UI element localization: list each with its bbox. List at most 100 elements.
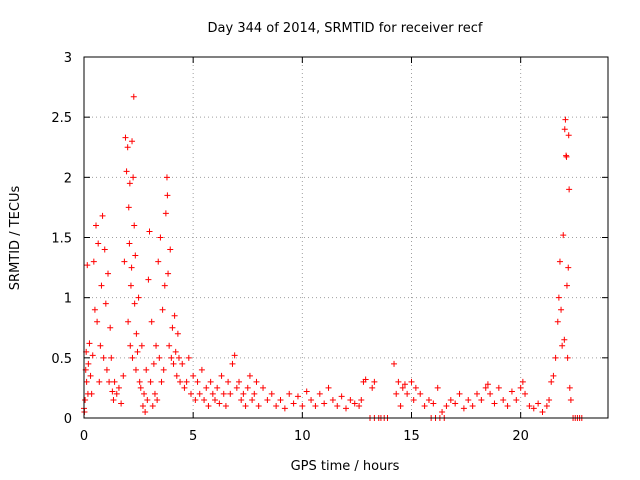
x-tick-label: 15: [403, 429, 420, 444]
data-point: [358, 396, 365, 403]
data-point: [240, 390, 247, 397]
data-point: [89, 352, 96, 359]
data-point: [147, 378, 154, 385]
data-point: [526, 402, 533, 409]
y-tick-label: 2: [64, 171, 72, 186]
data-point: [561, 126, 568, 133]
data-point: [356, 402, 363, 409]
data-point: [562, 116, 569, 123]
axis-ticks: 0 0.5 1 1.5 2 2.5 3 0 5 10 15 20: [51, 51, 608, 444]
data-point: [351, 400, 358, 407]
data-point: [194, 378, 201, 385]
data-point: [109, 388, 116, 395]
data-point: [134, 348, 141, 355]
data-point: [504, 402, 511, 409]
data-point: [329, 396, 336, 403]
data-point: [399, 384, 406, 391]
data-point: [303, 388, 310, 395]
data-point: [517, 384, 524, 391]
data-points: [81, 93, 585, 421]
data-point: [133, 330, 140, 337]
y-tick-label: 3: [64, 51, 72, 66]
data-point: [334, 402, 341, 409]
data-point: [168, 354, 175, 361]
data-point: [207, 378, 214, 385]
data-point: [281, 405, 288, 412]
data-point: [203, 384, 210, 391]
data-point: [157, 234, 164, 241]
data-point: [412, 384, 419, 391]
data-point: [218, 372, 225, 379]
data-point: [149, 402, 156, 409]
data-point: [253, 378, 260, 385]
data-point: [565, 264, 572, 271]
data-point: [214, 384, 221, 391]
data-point: [222, 402, 229, 409]
data-point: [513, 396, 520, 403]
data-point: [260, 384, 267, 391]
y-tick-label: 0: [64, 412, 72, 427]
data-point: [561, 336, 568, 343]
data-point: [205, 402, 212, 409]
data-point: [478, 396, 485, 403]
data-point: [236, 378, 243, 385]
data-point: [190, 372, 197, 379]
data-point: [543, 402, 550, 409]
data-point: [183, 378, 190, 385]
data-point: [225, 378, 232, 385]
x-tick-label: 5: [189, 429, 197, 444]
data-point: [563, 282, 570, 289]
data-point: [94, 318, 101, 325]
data-point: [132, 366, 139, 373]
data-point: [177, 378, 184, 385]
data-point: [564, 354, 571, 361]
data-point: [87, 372, 94, 379]
data-point: [107, 324, 114, 331]
data-point: [164, 192, 171, 199]
data-point: [145, 276, 152, 283]
x-tick-label: 0: [80, 429, 88, 444]
data-point: [100, 354, 107, 361]
data-point: [229, 360, 236, 367]
data-point: [132, 252, 139, 259]
data-point: [495, 384, 502, 391]
data-point: [474, 390, 480, 397]
data-point: [144, 396, 151, 403]
data-point: [233, 384, 240, 391]
data-point: [110, 396, 117, 403]
data-point: [220, 390, 227, 397]
data-point: [312, 402, 319, 409]
data-point: [161, 282, 168, 289]
data-point: [286, 390, 293, 397]
data-point: [554, 318, 561, 325]
data-point: [85, 360, 92, 367]
data-point: [130, 93, 137, 100]
data-point: [169, 324, 176, 331]
data-point: [185, 354, 192, 361]
y-tick-label: 1: [64, 292, 72, 307]
data-point: [567, 396, 574, 403]
data-point: [159, 306, 166, 313]
data-point: [141, 390, 148, 397]
data-point: [443, 402, 450, 409]
data-point: [558, 306, 565, 313]
data-point: [238, 396, 245, 403]
data-point: [439, 408, 446, 415]
data-point: [120, 372, 127, 379]
data-point: [106, 378, 113, 385]
data-point: [417, 390, 424, 397]
data-point: [142, 408, 149, 415]
data-point: [273, 402, 280, 409]
data-point: [447, 396, 454, 403]
data-point: [118, 400, 125, 407]
data-point: [151, 390, 158, 397]
data-point: [103, 366, 110, 373]
data-point: [369, 384, 376, 391]
data-point: [519, 378, 526, 385]
data-point: [395, 378, 402, 385]
data-point: [129, 354, 136, 361]
data-point: [408, 378, 415, 385]
data-point: [552, 354, 559, 361]
data-point: [125, 318, 132, 325]
